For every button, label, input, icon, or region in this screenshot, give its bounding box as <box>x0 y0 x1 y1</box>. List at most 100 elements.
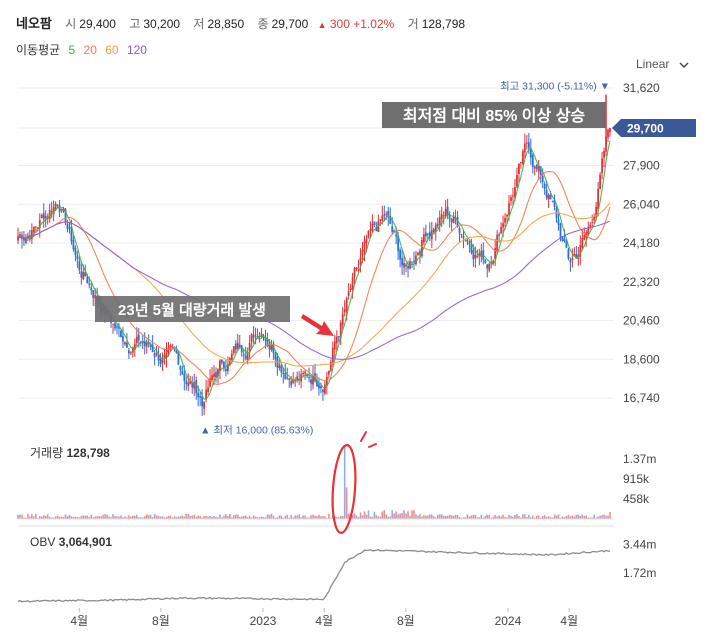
candle-body[interactable] <box>476 256 479 258</box>
volume-bar[interactable] <box>341 515 344 519</box>
candle-body[interactable] <box>567 249 570 259</box>
volume-bar[interactable] <box>411 510 413 519</box>
volume-bar[interactable] <box>599 515 601 519</box>
volume-bar[interactable] <box>524 514 526 519</box>
candle-body[interactable] <box>472 250 475 260</box>
candle-body[interactable] <box>278 365 281 369</box>
candle-body[interactable] <box>466 240 469 243</box>
volume-bar[interactable] <box>195 516 197 519</box>
volume-bar[interactable] <box>401 512 403 519</box>
volume-bar[interactable] <box>33 516 35 519</box>
candle-body[interactable] <box>52 207 55 215</box>
candle-body[interactable] <box>48 210 51 220</box>
volume-bar[interactable] <box>64 514 67 519</box>
volume-bar[interactable] <box>316 515 318 519</box>
volume-bar[interactable] <box>537 515 540 519</box>
volume-bar[interactable] <box>282 517 285 519</box>
volume-bar[interactable] <box>381 511 384 519</box>
candle-body[interactable] <box>599 174 602 190</box>
volume-bar[interactable] <box>488 514 491 519</box>
volume-bar[interactable] <box>407 511 409 519</box>
candle-body[interactable] <box>405 264 407 267</box>
candle-body[interactable] <box>595 206 598 218</box>
volume-bar[interactable] <box>456 515 459 519</box>
candle-body[interactable] <box>389 215 392 224</box>
volume-bar[interactable] <box>141 517 144 519</box>
candle-body[interactable] <box>496 234 499 251</box>
volume-bar[interactable] <box>217 517 219 519</box>
candle-body[interactable] <box>539 166 542 176</box>
volume-bar[interactable] <box>296 515 298 519</box>
candle-body[interactable] <box>242 354 245 356</box>
obv-line[interactable] <box>17 548 611 603</box>
volume-bar[interactable] <box>100 516 102 519</box>
volume-bar[interactable] <box>484 516 487 519</box>
volume-bar[interactable] <box>143 516 146 519</box>
volume-bar[interactable] <box>92 517 95 519</box>
volume-bar[interactable] <box>96 516 98 519</box>
candle-body[interactable] <box>322 389 324 393</box>
volume-bar[interactable] <box>565 516 568 519</box>
candle-body[interactable] <box>284 372 287 380</box>
candle-body[interactable] <box>323 384 326 394</box>
volume-bar[interactable] <box>494 514 496 519</box>
volume-bar[interactable] <box>167 515 170 519</box>
candle-body[interactable] <box>357 264 360 266</box>
volume-bar[interactable] <box>431 514 433 519</box>
candle-body[interactable] <box>270 345 273 350</box>
volume-bar[interactable] <box>498 515 500 519</box>
volume-bar[interactable] <box>549 517 552 519</box>
candle-body[interactable] <box>72 239 75 250</box>
volume-bar[interactable] <box>233 515 235 519</box>
volume-bar[interactable] <box>74 516 77 519</box>
candle-body[interactable] <box>90 287 93 291</box>
volume-bar[interactable] <box>25 517 27 519</box>
volume-bar[interactable] <box>464 517 467 519</box>
candle-body[interactable] <box>419 251 421 255</box>
volume-bar[interactable] <box>417 515 419 519</box>
candle-body[interactable] <box>78 261 81 270</box>
candle-body[interactable] <box>375 226 378 232</box>
volume-bar[interactable] <box>545 516 548 519</box>
candle-body[interactable] <box>413 260 415 262</box>
ma-20-label[interactable]: 20 <box>83 43 97 57</box>
volume-bar[interactable] <box>530 517 532 519</box>
volume-bar[interactable] <box>526 516 528 519</box>
candle-body[interactable] <box>361 249 364 256</box>
volume-bar[interactable] <box>139 517 142 519</box>
candle-body[interactable] <box>502 223 504 228</box>
candle-body[interactable] <box>549 194 552 200</box>
candle-body[interactable] <box>66 223 69 230</box>
volume-bar[interactable] <box>490 517 493 519</box>
volume-bar[interactable] <box>52 517 55 519</box>
candle-body[interactable] <box>30 230 33 240</box>
volume-bar[interactable] <box>270 514 273 519</box>
candle-body[interactable] <box>391 226 394 232</box>
volume-bar[interactable] <box>159 516 162 519</box>
candle-body[interactable] <box>521 151 524 165</box>
candle-body[interactable] <box>351 277 354 290</box>
volume-bar[interactable] <box>567 514 570 519</box>
volume-bar[interactable] <box>395 511 397 519</box>
volume-bar[interactable] <box>442 515 445 519</box>
volume-bars[interactable] <box>17 446 611 519</box>
candle-body[interactable] <box>609 128 611 133</box>
volume-bar[interactable] <box>547 516 550 519</box>
candle-body[interactable] <box>523 143 526 153</box>
volume-bar[interactable] <box>339 515 342 519</box>
volume-bar[interactable] <box>153 514 156 519</box>
volume-bar[interactable] <box>310 515 312 519</box>
candle-body[interactable] <box>365 239 368 244</box>
volume-bar[interactable] <box>357 516 360 519</box>
candle-body[interactable] <box>581 238 584 248</box>
candle-body[interactable] <box>426 233 429 235</box>
volume-bar[interactable] <box>114 515 116 519</box>
candle-body[interactable] <box>452 216 455 224</box>
candle-body[interactable] <box>573 254 576 257</box>
candle-body[interactable] <box>203 402 206 409</box>
volume-bar[interactable] <box>512 516 514 519</box>
volume-bar[interactable] <box>500 516 502 519</box>
candle-body[interactable] <box>145 341 148 347</box>
candle-body[interactable] <box>183 373 186 381</box>
